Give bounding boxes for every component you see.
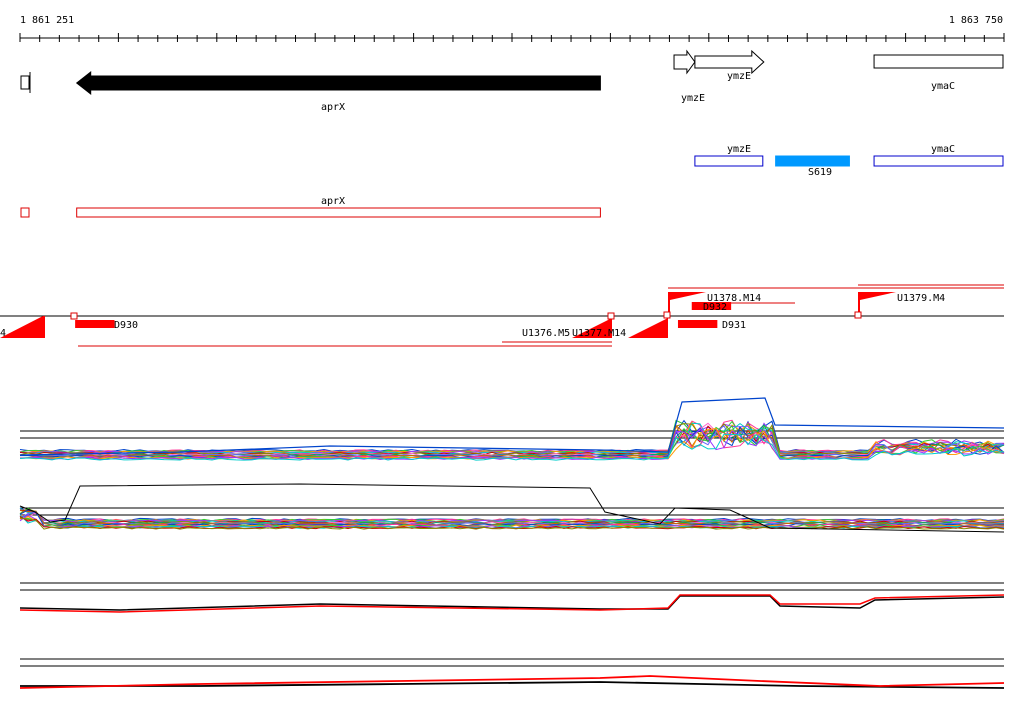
summary-line-black <box>19 595 1005 611</box>
profile-line <box>19 422 1005 455</box>
feature-label-u1378: U1378.M14 <box>707 293 761 304</box>
feature-label-u1376: U1376.M5 <box>522 328 570 339</box>
panel4-summary-lines <box>19 675 1005 689</box>
summary-panel-forward <box>19 582 1005 613</box>
gene-ymze-label: ymzE <box>727 71 751 82</box>
feature-label-u1377: U1377.M14 <box>572 328 626 339</box>
red-annotation-track: aprX <box>20 196 601 218</box>
block-d931[interactable] <box>677 320 718 328</box>
summary-line-red <box>19 675 1005 689</box>
block-d930[interactable] <box>75 320 115 328</box>
gene-aprx-label: aprX <box>321 102 345 113</box>
expression-panel-reverse <box>19 483 1005 533</box>
annotation-s619-label: S619 <box>808 167 832 178</box>
feature-track: U1378.M14 U1379.M4 D932 D930 D931 U1376.… <box>0 284 1004 347</box>
block-d932[interactable] <box>691 302 732 310</box>
blue-annotation-track: ymzE S619 ymaC <box>694 144 1004 178</box>
annotation-ymze-box[interactable] <box>694 155 764 167</box>
summary-line-black <box>20 681 1005 689</box>
feature-label-d931: D931 <box>722 320 746 331</box>
coordinate-start-label: 1 861 251 <box>20 15 74 26</box>
gene-ymze-small-label: ymzE <box>681 93 705 104</box>
gene-track: aprX ymzE ymzE ymaC <box>20 49 1004 113</box>
feature-label-edge: 4 <box>0 328 6 339</box>
annotation-ymze-label: ymzE <box>727 144 751 155</box>
profile-line <box>19 507 1005 522</box>
panel1-profile-lines <box>19 397 1005 461</box>
profile-line <box>19 517 1005 530</box>
gene-ymze-arrow[interactable] <box>694 49 765 75</box>
annotation-aprx-label: aprX <box>321 196 345 207</box>
promoter-wedge-right[interactable] <box>628 318 668 338</box>
annotation-s619-block[interactable] <box>775 155 850 167</box>
annotation-aprx-box[interactable] <box>76 207 601 218</box>
annotation-ymac-label: ymaC <box>931 144 955 155</box>
terminator-mark-1[interactable] <box>70 312 78 320</box>
profile-line <box>19 508 1005 525</box>
summary-panel-reverse <box>19 658 1005 689</box>
promoter-u1379-flag[interactable] <box>858 292 896 316</box>
feature-label-d930: D930 <box>114 320 138 331</box>
coordinate-ruler: 1 861 251 1 863 750 <box>19 15 1005 42</box>
coordinate-end-label: 1 863 750 <box>949 15 1003 26</box>
profile-line <box>19 419 1005 453</box>
profile-line <box>19 517 1005 528</box>
gene-ymze-small-arrow[interactable] <box>673 49 696 75</box>
promoter-u1378-flag[interactable] <box>668 292 706 316</box>
profile-line-highlight <box>19 397 1005 456</box>
gene-ymac-label: ymaC <box>931 81 955 92</box>
profile-line <box>19 433 1005 461</box>
ruler-ticks <box>19 33 1005 42</box>
promoter-wedge-u1377[interactable] <box>572 318 612 338</box>
panel3-summary-lines <box>19 594 1005 613</box>
profile-line-highlight <box>19 483 1005 533</box>
gene-ymac-box[interactable] <box>873 54 1004 69</box>
feature-label-d932: D932 <box>703 302 727 313</box>
expression-panel-forward <box>19 397 1005 461</box>
profile-line <box>19 419 1005 454</box>
gene-fragment-box <box>20 75 30 90</box>
gene-aprx-arrow[interactable] <box>75 70 601 96</box>
annotation-small-red-box[interactable] <box>20 207 30 218</box>
profile-line <box>19 419 1005 453</box>
feature-label-u1379: U1379.M4 <box>897 293 945 304</box>
annotation-ymac-box[interactable] <box>873 155 1004 167</box>
panel2-profile-lines <box>19 483 1005 533</box>
terminator-mark-2[interactable] <box>607 312 615 320</box>
promoter-wedge-left[interactable] <box>0 316 45 338</box>
summary-line-red <box>19 594 1005 613</box>
terminator-mark-4[interactable] <box>854 311 862 319</box>
terminator-mark-3[interactable] <box>663 311 671 319</box>
